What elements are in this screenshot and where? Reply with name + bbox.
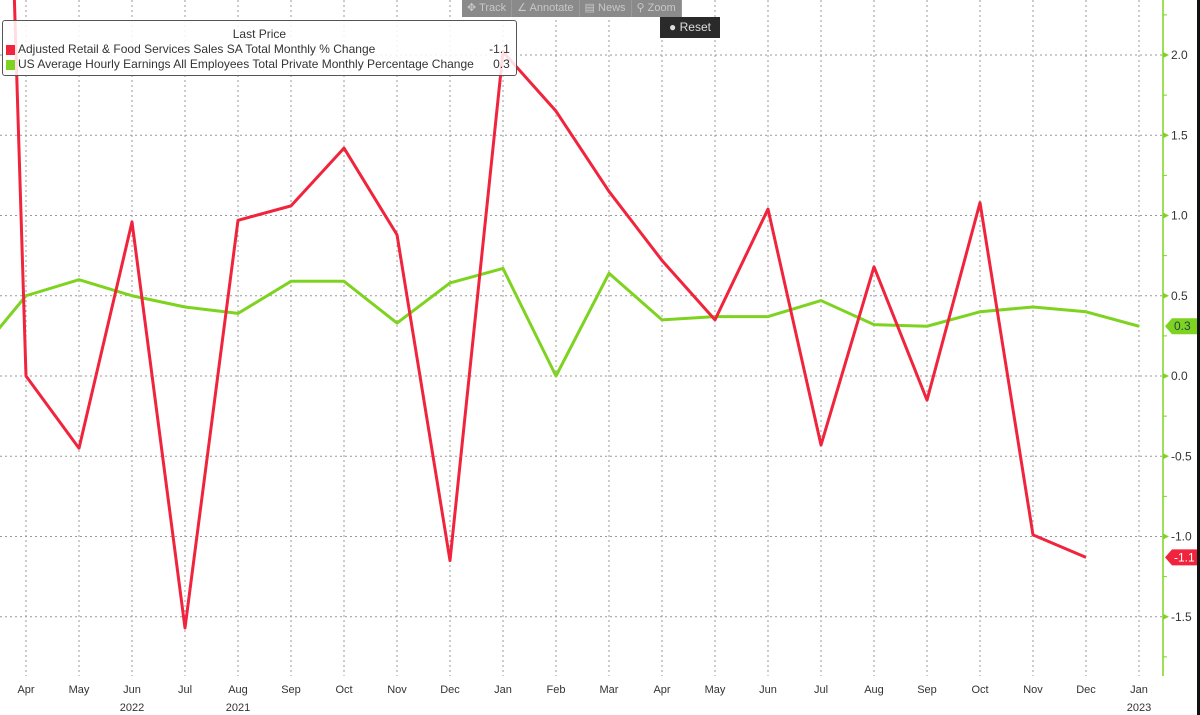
legend-label: US Average Hourly Earnings All Employees… (18, 57, 474, 71)
y-tick-label: 0.5 (1171, 289, 1188, 303)
x-tick-label: Jun (123, 684, 141, 696)
x-tick-label: Apr (17, 684, 34, 696)
annotate-icon: ∠ (517, 2, 528, 14)
y-tick-label: -1.0 (1171, 530, 1192, 544)
zoom-label: Zoom (647, 2, 676, 14)
legend-swatch (6, 44, 15, 55)
window-edge (1197, 0, 1200, 715)
x-tick-label: Oct (335, 684, 352, 696)
y-tick-mark (1163, 132, 1169, 139)
last-value-tag (1165, 318, 1200, 335)
x-tick-label: Apr (653, 684, 670, 696)
last-value-tag (1165, 549, 1200, 566)
y-tick-label: 1.5 (1171, 128, 1188, 142)
track-icon: ✥ (467, 2, 477, 14)
legend-item-retail: Adjusted Retail & Food Services Sales SA… (3, 42, 516, 57)
series-line-earnings (0, 266, 1140, 378)
y-tick-mark (1163, 212, 1169, 219)
news-button[interactable]: ▤ News (580, 0, 632, 17)
y-tick-label: 2.0 (1171, 48, 1188, 62)
x-year-label: 2023 (1127, 702, 1151, 714)
y-tick-mark (1163, 292, 1169, 299)
series-line-retail-sales (12, 0, 1087, 630)
magnifier-icon: ⚲ (636, 2, 645, 14)
y-tick-label: -1.5 (1171, 610, 1192, 624)
x-tick-label: Jun (759, 684, 777, 696)
x-tick-label: Jan (494, 684, 512, 696)
y-tick-mark (1163, 613, 1169, 620)
x-tick-label: Nov (1023, 684, 1043, 696)
reset-button[interactable]: ● Reset (660, 17, 720, 38)
chart-toolbar: ✥ Track ∠ Annotate ▤ News ⚲ Zoom (462, 0, 682, 17)
track-button[interactable]: ✥ Track (462, 0, 513, 17)
legend-label: Adjusted Retail & Food Services Sales SA… (18, 42, 376, 56)
x-tick-label: Jul (814, 684, 828, 696)
y-tick-label: -0.5 (1171, 449, 1192, 463)
y-tick-mark (1163, 533, 1169, 540)
x-tick-label: Jul (178, 684, 192, 696)
y-tick-label: 1.0 (1171, 209, 1188, 223)
legend-item-earnings: US Average Hourly Earnings All Employees… (3, 57, 516, 72)
x-tick-label: May (705, 684, 726, 696)
news-icon: ▤ (584, 2, 595, 14)
x-tick-label: Sep (281, 684, 301, 696)
legend: Last Price Adjusted Retail & Food Servic… (2, 20, 517, 76)
track-label: Track (479, 2, 507, 14)
x-tick-label: Oct (971, 684, 988, 696)
y-tick-mark (1163, 453, 1169, 460)
annotate-label: Annotate (529, 2, 574, 14)
news-label: News (598, 2, 626, 14)
legend-swatch (6, 59, 15, 70)
legend-value: 0.3 (493, 57, 510, 71)
zoom-button[interactable]: ⚲ Zoom (632, 0, 682, 17)
reset-icon: ● (669, 20, 677, 34)
y-tick-mark (1163, 373, 1169, 379)
x-tick-label: Aug (864, 684, 884, 696)
reset-label: Reset (679, 20, 711, 34)
legend-title: Last Price (232, 27, 287, 41)
x-tick-label: Sep (917, 684, 937, 696)
x-tick-label: Dec (440, 684, 460, 696)
last-value-label: 0.3 (1174, 319, 1191, 333)
annotate-button[interactable]: ∠ Annotate (512, 0, 580, 17)
y-tick-mark (1163, 52, 1169, 58)
x-year-label: 2022 (120, 702, 144, 714)
legend-value: -1.1 (489, 42, 510, 56)
x-tick-label: Aug (228, 684, 248, 696)
x-tick-label: Dec (1076, 684, 1096, 696)
last-value-label: -1.1 (1174, 550, 1195, 564)
y-tick-label: 0.0 (1171, 369, 1188, 383)
x-year-label: 2021 (226, 702, 250, 714)
x-tick-label: Mar (600, 684, 619, 696)
x-tick-label: Jan (1130, 684, 1148, 696)
x-tick-label: Feb (547, 684, 566, 696)
x-tick-label: May (69, 684, 90, 696)
x-tick-label: Nov (387, 684, 407, 696)
